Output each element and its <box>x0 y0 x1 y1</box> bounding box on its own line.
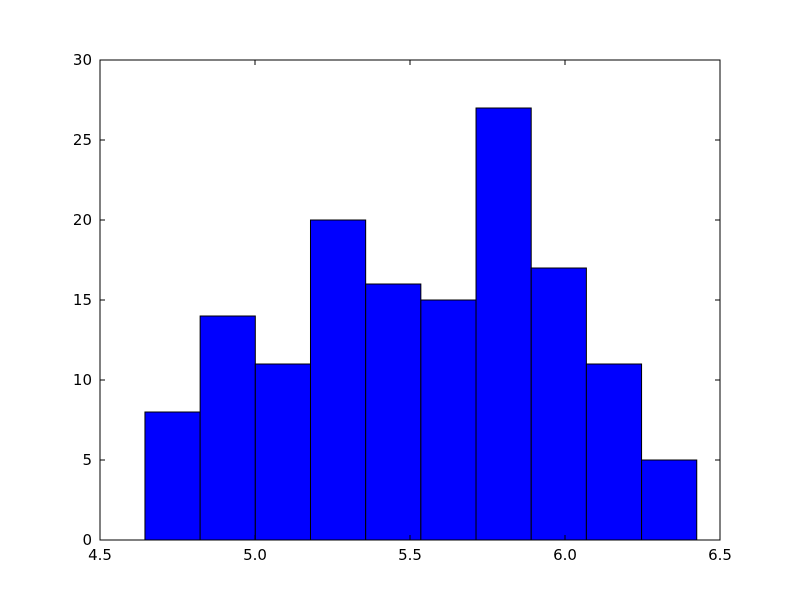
y-tick-label: 10 <box>73 371 92 389</box>
y-tick-label: 0 <box>82 531 92 549</box>
x-tick-label: 6.0 <box>553 546 577 564</box>
bars-group <box>144 107 698 541</box>
histogram-bar-5 <box>365 283 422 541</box>
histogram-bar-2 <box>199 315 256 541</box>
histogram-bar-9 <box>585 363 643 541</box>
y-tick-label: 25 <box>73 131 92 149</box>
histogram-bar-10 <box>641 459 698 541</box>
histogram-bar-1 <box>144 411 201 541</box>
plot-frame <box>99 59 721 541</box>
tick-labels-group: 4.5 5.0 5.5 6.0 6.5 0 5 10 15 20 25 30 <box>73 51 732 564</box>
x-tick-label: 5.0 <box>243 546 267 564</box>
y-tick-label: 20 <box>73 211 92 229</box>
x-tick-label: 5.5 <box>398 546 422 564</box>
y-tick-label: 30 <box>73 51 92 69</box>
histogram-bar-7 <box>475 107 532 541</box>
x-tick-label: 4.5 <box>88 546 112 564</box>
x-tick-label: 6.5 <box>708 546 732 564</box>
histogram-bar-6 <box>420 299 477 541</box>
histogram-bar-8 <box>530 267 587 541</box>
histogram-bar-4 <box>309 219 367 541</box>
y-tick-label: 15 <box>73 291 92 309</box>
histogram-bar-3 <box>254 363 311 541</box>
y-tick-label: 5 <box>82 451 92 469</box>
